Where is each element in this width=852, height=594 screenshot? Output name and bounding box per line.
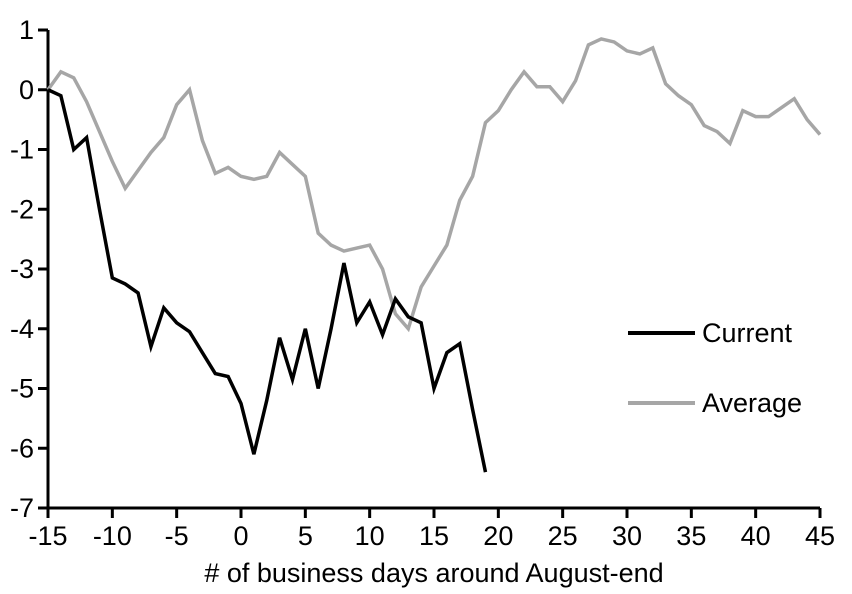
x-tick-label: 10 [355, 521, 385, 551]
x-tick-label: 5 [298, 521, 313, 551]
y-tick-label: -5 [10, 374, 34, 404]
current-line-swatch [628, 331, 695, 335]
legend-item-current: Current [628, 319, 792, 347]
x-tick-label: 40 [741, 521, 771, 551]
x-tick-label: 0 [233, 521, 248, 551]
x-tick-label: -15 [28, 521, 67, 551]
y-tick-label: -7 [10, 493, 34, 523]
y-tick-label: -6 [10, 433, 34, 463]
y-tick-label: -3 [10, 254, 34, 284]
x-tick-label: 30 [612, 521, 642, 551]
series-line-current [47, 88, 488, 473]
x-axis-label: # of business days around August-end [204, 558, 664, 588]
y-tick-label: -2 [10, 194, 34, 224]
legend-label-average: Average [702, 388, 803, 418]
y-tick-label: 1 [19, 15, 34, 45]
average-line-swatch [628, 401, 695, 405]
x-tick-label: 35 [676, 521, 706, 551]
legend-label-current: Current [702, 318, 793, 348]
x-tick-label: 45 [805, 521, 835, 551]
x-tick-label: 20 [483, 521, 513, 551]
series-line-average [46, 37, 822, 333]
legend-item-average: Average [628, 389, 802, 417]
x-tick-label: 15 [419, 521, 449, 551]
y-tick-label: -4 [10, 314, 34, 344]
x-tick-label: 25 [548, 521, 578, 551]
x-tick-label: -10 [93, 521, 132, 551]
x-tick-label: -5 [165, 521, 189, 551]
y-tick-label: 0 [19, 75, 34, 105]
y-tick-label: -1 [10, 135, 34, 165]
